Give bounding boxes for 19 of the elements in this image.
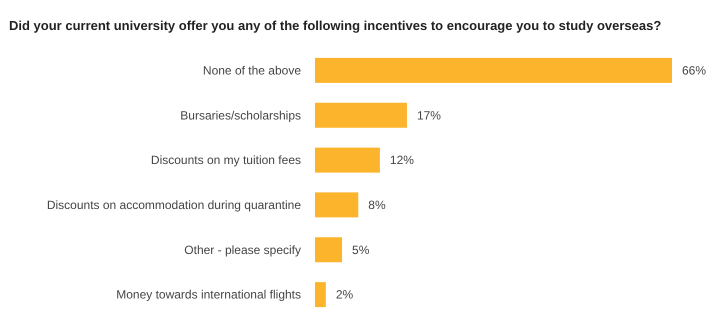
bar	[315, 192, 358, 218]
data-label: 17%	[416, 108, 442, 122]
bar	[315, 148, 380, 173]
data-label: 2%	[336, 288, 354, 302]
y-tick-label: Other - please specify	[184, 242, 301, 257]
data-label: 12%	[390, 153, 414, 168]
data-label: 66%	[682, 63, 706, 78]
bar	[315, 58, 672, 83]
chart-title: Did your current university offer you any of the following incentives to encourage you to study overseas?	[9, 18, 662, 33]
bar	[315, 237, 342, 262]
y-tick-label: Bursaries/scholarships	[180, 108, 301, 122]
y-tick-label: Discounts on accommodation during quarantine	[46, 198, 302, 212]
y-tick-label: Discounts on my tuition fees	[150, 153, 301, 168]
bar	[315, 102, 407, 128]
data-label: 8%	[368, 198, 386, 212]
y-tick-label: None of the above	[202, 63, 302, 78]
bar	[315, 282, 326, 308]
data-label: 5%	[352, 242, 370, 257]
y-tick-label: Money towards international flights	[116, 288, 301, 302]
